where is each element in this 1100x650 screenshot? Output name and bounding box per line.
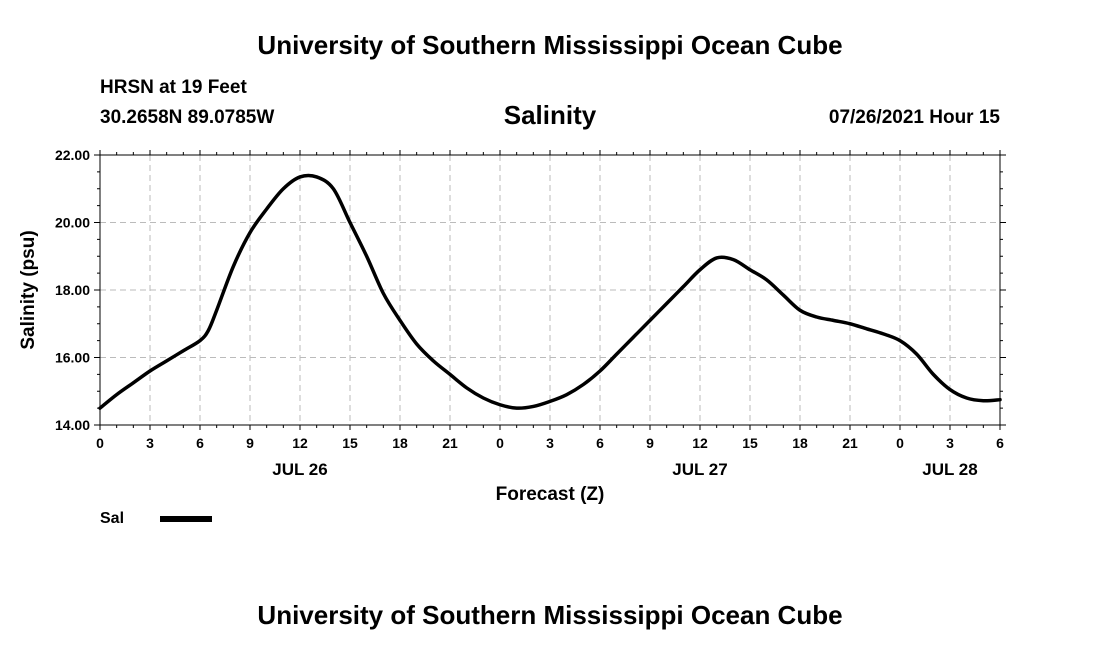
x-tick-label: 0 xyxy=(896,435,904,451)
chart-title: University of Southern Mississippi Ocean… xyxy=(257,30,843,60)
date-label: JUL 28 xyxy=(922,460,977,479)
date-label: JUL 26 xyxy=(272,460,327,479)
x-tick-label: 6 xyxy=(596,435,604,451)
x-tick-label: 0 xyxy=(496,435,504,451)
coordinates-label: 30.2658N 89.0785W xyxy=(100,107,275,128)
x-axis-label: Forecast (Z) xyxy=(496,484,605,505)
x-tick-label: 3 xyxy=(546,435,554,451)
x-tick-label: 9 xyxy=(246,435,254,451)
x-tick-label: 12 xyxy=(692,435,708,451)
x-tick-label: 6 xyxy=(996,435,1004,451)
x-tick-label: 21 xyxy=(442,435,458,451)
series-line-sal xyxy=(98,173,1002,410)
y-tick-label: 22.00 xyxy=(55,147,90,163)
forecast-datetime: 07/26/2021 Hour 15 xyxy=(828,107,1000,128)
x-tick-label: 12 xyxy=(292,435,308,451)
x-tick-label: 3 xyxy=(946,435,954,451)
legend: Sal xyxy=(100,510,212,528)
y-tick-label: 20.00 xyxy=(55,215,90,231)
y-tick-label: 14.00 xyxy=(55,417,90,433)
x-tick-label: 18 xyxy=(392,435,408,451)
station-label: HRSN at 19 Feet xyxy=(100,77,247,98)
variable-title: Salinity xyxy=(503,100,597,130)
x-tick-label: 6 xyxy=(196,435,204,451)
legend-label: Sal xyxy=(100,510,125,527)
footer-title: University of Southern Mississippi Ocean… xyxy=(257,600,843,630)
x-tick-label: 0 xyxy=(96,435,104,451)
y-tick-label: 16.00 xyxy=(55,350,90,366)
x-tick-label: 9 xyxy=(646,435,654,451)
y-axis-label: Salinity (psu) xyxy=(18,230,39,349)
legend-swatch xyxy=(160,516,212,522)
grid-lines xyxy=(100,155,1000,425)
y-tick-label: 18.00 xyxy=(55,282,90,298)
tick-labels: 0 3 6 9 12 15 18 21 0 3 6 9 12 15 18 21 0 3 6 14.00 16.00 18.… xyxy=(55,147,1004,479)
x-tick-label: 18 xyxy=(792,435,808,451)
x-tick-label: 3 xyxy=(146,435,154,451)
x-tick-label: 15 xyxy=(342,435,358,451)
x-tick-label: 21 xyxy=(842,435,858,451)
x-tick-label: 15 xyxy=(742,435,758,451)
date-label: JUL 27 xyxy=(672,460,727,479)
plot-frame xyxy=(99,154,1001,426)
